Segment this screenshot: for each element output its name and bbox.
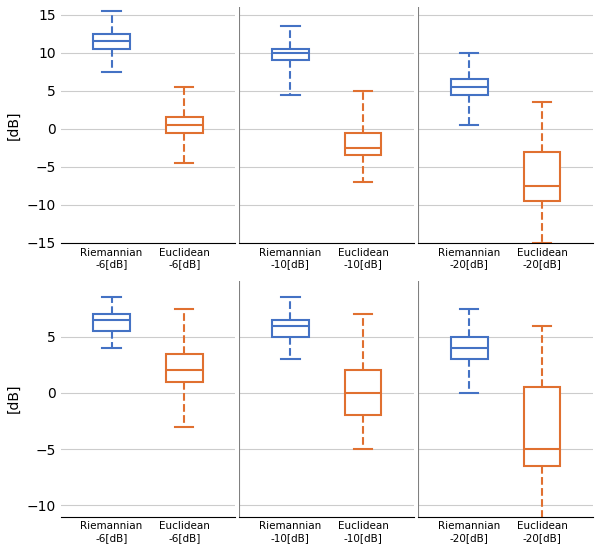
Y-axis label: [dB]: [dB] [7,384,21,414]
PathPatch shape [94,314,130,331]
PathPatch shape [272,49,308,60]
PathPatch shape [451,337,488,359]
PathPatch shape [272,320,308,337]
PathPatch shape [451,79,488,95]
PathPatch shape [345,133,382,156]
PathPatch shape [166,117,203,133]
PathPatch shape [345,371,382,415]
PathPatch shape [166,354,203,382]
Y-axis label: [dB]: [dB] [7,110,21,140]
PathPatch shape [524,152,560,201]
PathPatch shape [94,34,130,49]
PathPatch shape [524,387,560,466]
